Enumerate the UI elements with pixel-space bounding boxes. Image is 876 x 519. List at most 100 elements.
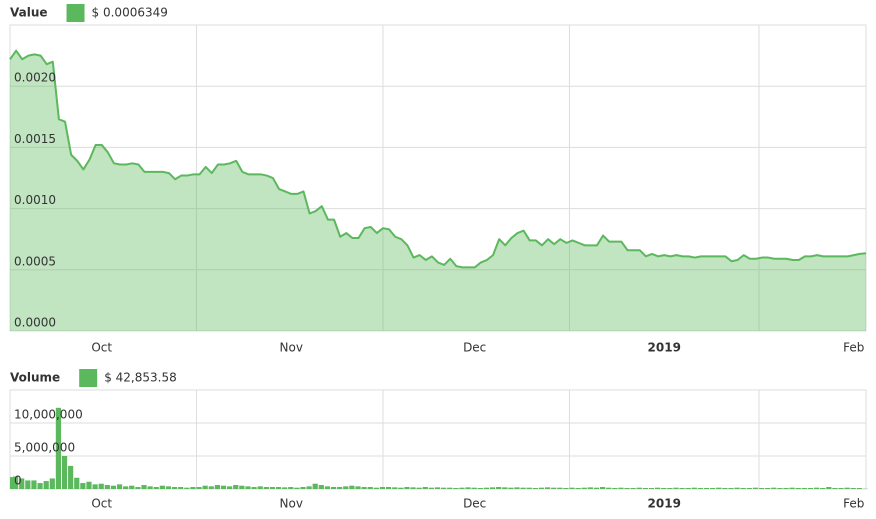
volume-bar xyxy=(141,485,147,489)
volume-bar xyxy=(777,488,783,489)
volume-bar xyxy=(691,487,697,489)
volume-bar xyxy=(337,487,343,489)
volume-bar xyxy=(294,487,300,489)
y-tick-label: 0.0010 xyxy=(14,193,56,207)
legend-swatch xyxy=(79,369,98,387)
volume-bar xyxy=(728,488,734,489)
volume-bar xyxy=(740,488,746,489)
x-tick-label: 2019 xyxy=(648,497,681,511)
volume-bar xyxy=(465,487,471,489)
chart-area: Value $ 0.0006349 0.0000 0.0005 0.0010 0.0015… xyxy=(9,4,867,355)
volume-bar xyxy=(190,487,196,489)
y-tick-label: 0.0020 xyxy=(14,71,56,85)
volume-bar xyxy=(459,487,465,489)
volume-bar xyxy=(856,488,862,489)
volume-bar xyxy=(68,465,74,489)
volume-bar xyxy=(477,488,483,489)
x-tick-label: Nov xyxy=(280,341,303,355)
volume-bar xyxy=(257,486,263,489)
volume-bar xyxy=(447,487,453,489)
volume-bar xyxy=(807,488,814,489)
volume-bar xyxy=(483,487,490,489)
volume-bar xyxy=(10,477,16,489)
volume-bar xyxy=(569,487,575,489)
volume-bar xyxy=(43,481,49,489)
volume-bar xyxy=(612,488,618,489)
volume-bar xyxy=(661,488,667,489)
volume-bar xyxy=(37,483,43,489)
volume-bar xyxy=(801,488,807,489)
legend-value: $ 42,853.58 xyxy=(104,371,177,385)
volume-bar xyxy=(428,487,434,489)
volume-bar xyxy=(581,487,587,489)
volume-bar xyxy=(673,487,679,489)
volume-bar xyxy=(593,487,600,489)
volume-bar xyxy=(355,486,361,489)
volume-bar xyxy=(135,487,141,489)
volume-bar xyxy=(55,407,62,489)
volume-bar xyxy=(514,487,520,489)
volume-bar xyxy=(147,486,153,489)
volume-bar xyxy=(618,487,624,489)
volume-bar xyxy=(19,478,25,489)
volume-bar xyxy=(178,487,184,489)
volume-bar xyxy=(844,487,850,489)
volume-bar xyxy=(245,486,251,489)
volume-bar xyxy=(703,488,710,489)
volume-bar xyxy=(783,488,789,489)
volume-bar xyxy=(471,487,477,489)
volume-bar xyxy=(275,487,282,489)
volume-bar xyxy=(679,488,685,489)
x-tick-label: Feb xyxy=(843,497,864,511)
volume-bar xyxy=(496,487,502,489)
volume-bar xyxy=(165,486,172,489)
volume-bar xyxy=(318,485,324,489)
volume-bar xyxy=(13,476,19,489)
volume-bar xyxy=(544,487,551,489)
legend-value: $ 0.0006349 xyxy=(92,6,168,20)
plot-frame xyxy=(9,389,867,490)
volume-bar xyxy=(746,488,752,489)
volume-bar xyxy=(233,485,239,489)
volume-bar xyxy=(410,487,416,489)
chart-bar: Volume $ 42,853.58 0 5,000,000 10,000,000 Oct… xyxy=(9,369,869,511)
volume-bar xyxy=(269,487,276,489)
volume-bar xyxy=(434,487,441,489)
volume-bar xyxy=(758,488,765,489)
volume-bar xyxy=(214,485,220,489)
legend-title: Volume xyxy=(10,371,60,385)
volume-bar xyxy=(508,487,514,489)
volume-bar xyxy=(330,487,337,489)
x-tick-label: Dec xyxy=(463,497,486,511)
volume-bar xyxy=(697,488,704,489)
x-tick-label: Oct xyxy=(91,497,112,511)
volume-bar xyxy=(86,481,92,489)
volume-bar xyxy=(349,485,355,489)
volume-bar xyxy=(159,485,165,489)
volume-bar xyxy=(630,488,636,489)
volume-bar xyxy=(251,487,257,489)
volume-bar xyxy=(324,486,331,489)
volume-bar xyxy=(398,487,404,489)
volume-bar xyxy=(765,488,771,489)
volume-bar xyxy=(184,487,190,489)
legend-swatch xyxy=(66,4,85,22)
volume-bar xyxy=(636,487,642,489)
volume-bar xyxy=(710,488,716,489)
volume-bar xyxy=(734,487,740,489)
volume-bar xyxy=(655,487,661,489)
volume-bar xyxy=(795,488,801,489)
volume-bar xyxy=(123,486,129,489)
y-tick-label: 0.0015 xyxy=(14,132,56,146)
volume-bar xyxy=(557,487,563,489)
volume-bar xyxy=(820,488,826,489)
volume-bar xyxy=(648,488,655,489)
legend-title: Value xyxy=(10,6,48,20)
volume-bar xyxy=(153,487,159,489)
volume-bar xyxy=(110,485,117,489)
area-fill xyxy=(10,50,866,331)
volume-bar xyxy=(367,487,373,489)
volume-bar xyxy=(263,487,269,489)
volume-bar xyxy=(379,487,386,489)
volume-bar xyxy=(300,487,306,489)
